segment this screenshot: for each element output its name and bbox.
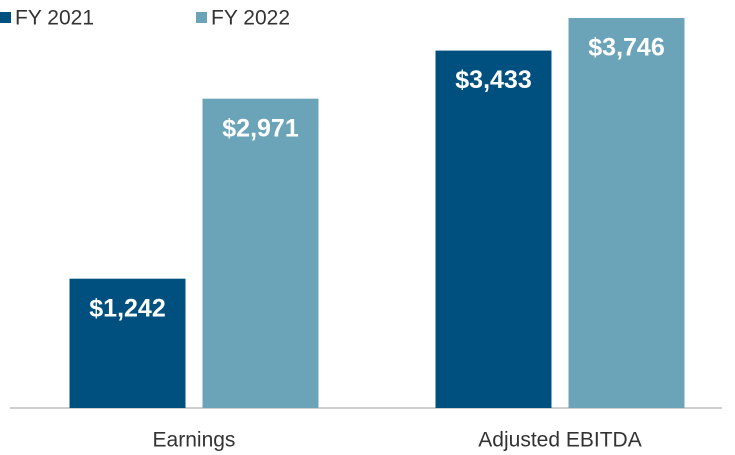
data-label: $3,433 <box>455 66 531 94</box>
data-label: $3,746 <box>588 34 664 62</box>
x-tick-label: Adjusted EBITDA <box>478 429 641 452</box>
legend-label: FY 2021 <box>15 7 94 30</box>
bar <box>435 50 552 408</box>
bar <box>202 98 319 408</box>
legend-label: FY 2022 <box>211 7 290 30</box>
bar <box>69 278 186 408</box>
legend-swatch <box>196 12 207 23</box>
x-tick-label: Earnings <box>153 429 236 452</box>
bar <box>568 18 685 408</box>
data-label: $1,242 <box>89 294 165 322</box>
legend-swatch <box>0 12 11 23</box>
data-label: $2,971 <box>222 114 299 142</box>
